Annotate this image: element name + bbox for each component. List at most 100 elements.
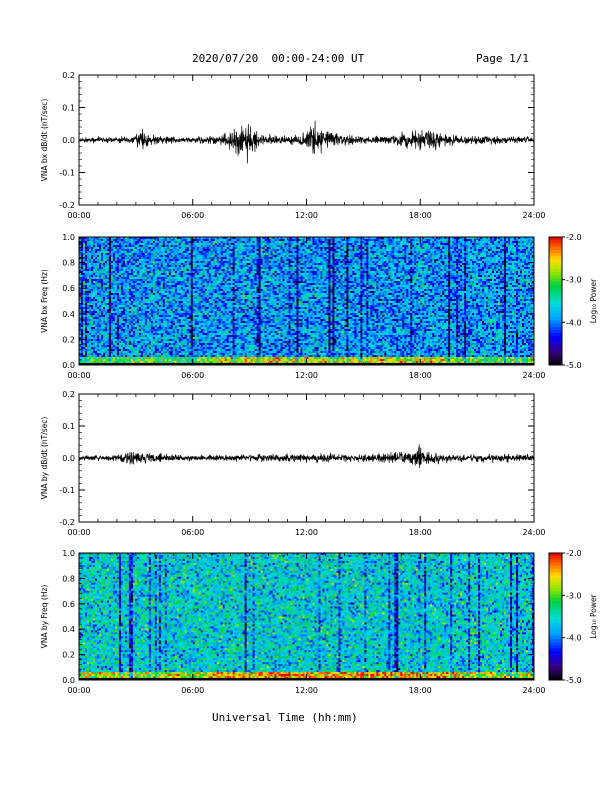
spectrogram-cell: [91, 269, 93, 271]
spectrogram-cell: [265, 269, 267, 271]
spectrogram-cell: [504, 251, 506, 253]
spectrogram-cell: [492, 239, 494, 241]
spectrogram-cell: [450, 257, 452, 259]
spectrogram-cell: [303, 259, 305, 261]
spectrogram-cell: [293, 267, 295, 269]
spectrogram-cell: [247, 267, 249, 269]
spectrogram-cell: [307, 261, 309, 263]
spectrogram-cell: [123, 241, 125, 243]
spectrogram-cell: [291, 269, 293, 271]
spectrogram-cell: [225, 279, 227, 281]
spectrogram-cell: [141, 253, 143, 255]
spectrogram-cell: [412, 265, 414, 267]
spectrogram-cell: [247, 261, 249, 263]
spectrogram-cell: [255, 269, 257, 271]
spectrogram-cell: [502, 257, 504, 259]
spectrogram-cell: [386, 245, 388, 247]
spectrogram-cell: [271, 269, 273, 271]
spectrogram-cell: [442, 239, 444, 241]
spectrogram-cell: [432, 255, 434, 257]
spectrogram-cell: [223, 259, 225, 261]
spectrogram-cell: [368, 243, 370, 245]
spectrogram-cell: [149, 271, 151, 273]
spectrogram-cell: [255, 263, 257, 265]
spectrogram-cell: [259, 259, 261, 261]
spectrogram-cell: [283, 239, 285, 241]
spectrogram-cell: [147, 247, 149, 249]
spectrogram-cell: [271, 249, 273, 251]
spectrogram-cell: [310, 249, 312, 251]
spectrogram-cell: [267, 243, 269, 245]
spectrogram-cell: [251, 277, 253, 279]
spectrogram-cell: [93, 263, 95, 265]
spectrogram-cell: [342, 269, 344, 271]
spectrogram-cell: [191, 267, 193, 269]
spectrogram-cell: [299, 247, 301, 249]
spectrogram-cell: [362, 269, 364, 271]
spectrogram-cell: [179, 263, 181, 265]
spectrogram-cell: [370, 267, 372, 269]
spectrogram-cell: [155, 243, 157, 245]
spectrogram-cell: [167, 277, 169, 279]
spectrogram-cell: [512, 271, 514, 273]
spectrogram-cell: [466, 251, 468, 253]
spectrogram-cell: [137, 245, 139, 247]
spectrogram-cell: [374, 271, 376, 273]
spectrogram-cell: [506, 273, 508, 275]
spectrogram-cell: [376, 259, 378, 261]
spectrogram-cell: [310, 251, 312, 253]
spectrogram-cell: [494, 265, 496, 267]
spectrogram-cell: [360, 249, 362, 251]
spectrogram-cell: [219, 275, 221, 277]
spectrogram-cell: [119, 241, 121, 243]
spectrogram-cell: [396, 265, 398, 267]
spectrogram-cell: [151, 255, 153, 257]
spectrogram-cell: [434, 271, 436, 273]
spectrogram-cell: [153, 259, 155, 261]
spectrogram-cell: [340, 257, 342, 259]
spectrogram-cell: [480, 249, 482, 251]
spectrogram-cell: [207, 269, 209, 271]
spectrogram-cell: [83, 267, 85, 269]
spectrogram-cell: [518, 263, 520, 265]
spectrogram-cell: [314, 241, 316, 243]
spectrogram-cell: [322, 245, 324, 247]
spectrogram-cell: [187, 277, 189, 279]
spectrogram-cell: [436, 257, 438, 259]
spectrogram-cell: [400, 263, 402, 265]
spectrogram-cell: [354, 245, 356, 247]
spectrogram-cell: [358, 267, 360, 269]
spectrogram-cell: [279, 243, 281, 245]
spectrogram-cell: [310, 257, 312, 259]
spectrogram-cell: [265, 247, 267, 249]
spectrogram-cell: [289, 259, 291, 261]
spectrogram-cell: [167, 273, 169, 275]
spectrogram-cell: [458, 273, 460, 275]
spectrogram-cell: [454, 251, 456, 253]
spectrogram-cell: [340, 249, 342, 251]
spectrogram-cell: [305, 263, 307, 265]
spectrogram-cell: [153, 267, 155, 269]
spectrogram-cell: [285, 269, 287, 271]
spectrogram-cell: [303, 249, 305, 251]
spectrogram-cell: [478, 265, 480, 267]
spectrogram-cell: [450, 273, 452, 275]
spectrogram-cell: [492, 275, 494, 277]
spectrogram-cell: [187, 241, 189, 243]
spectrogram-cell: [348, 255, 350, 257]
spectrogram-cell: [129, 261, 131, 263]
spectrogram-cell: [233, 269, 235, 271]
spectrogram-cell: [450, 243, 452, 245]
spectrogram-cell: [456, 241, 458, 243]
spectrogram-cell: [484, 263, 486, 265]
spectrogram-cell: [97, 261, 99, 263]
spectrogram-cell: [372, 271, 374, 273]
spectrogram-cell: [273, 271, 275, 273]
spectrogram-cell: [502, 251, 504, 253]
spectrogram-cell: [145, 239, 147, 241]
spectrogram-cell: [177, 279, 179, 281]
spectrogram-cell: [247, 259, 249, 261]
spectrogram-cell: [348, 269, 350, 271]
spectrogram-cell: [498, 277, 500, 279]
spectrogram-cell: [221, 253, 223, 255]
